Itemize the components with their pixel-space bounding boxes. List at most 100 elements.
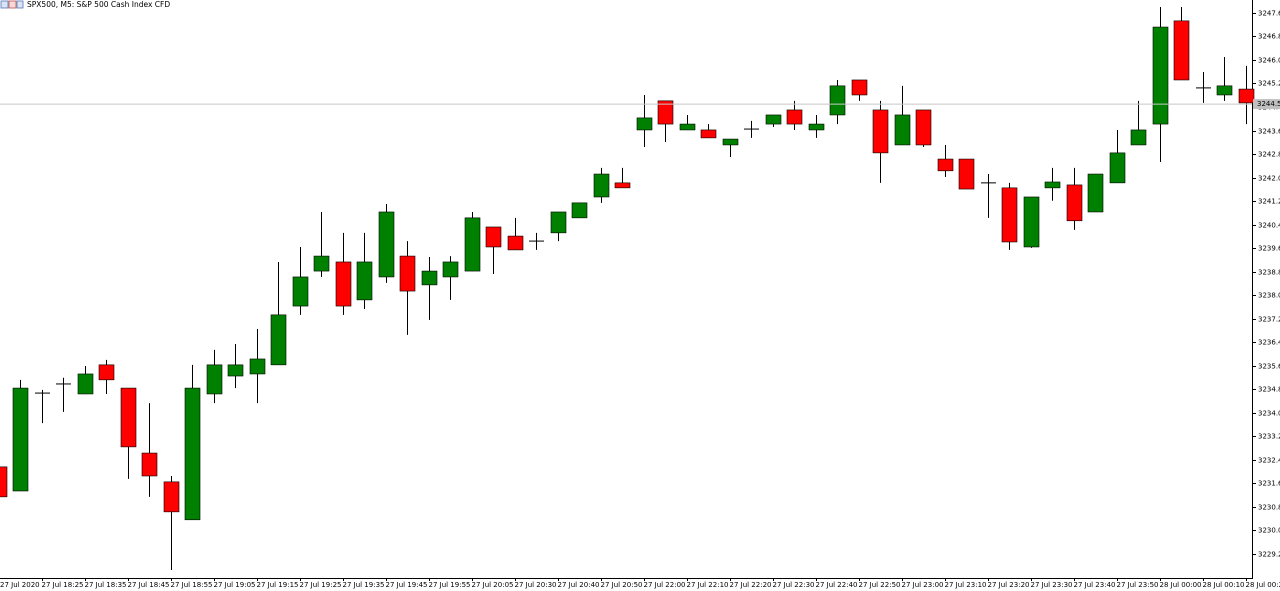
candle-body	[1152, 26, 1169, 125]
candle-body	[937, 158, 954, 172]
x-tick-label: 27 Jul 20:30	[515, 581, 557, 589]
candle-body	[958, 158, 975, 190]
x-tick-label: 27 Jul 23:10	[945, 581, 987, 589]
y-tick-label: 3242.8	[1258, 151, 1280, 159]
x-tick-label: 27 Jul 23:00	[902, 581, 944, 589]
chart-icon	[0, 0, 24, 9]
candle-body	[550, 211, 567, 234]
x-tick-label: 27 Jul 22:20	[730, 581, 772, 589]
candle-body	[378, 211, 395, 278]
x-tick-label: 27 Jul 18:35	[85, 581, 127, 589]
candle-body	[894, 114, 911, 146]
y-tick-label: 3230.8	[1258, 504, 1280, 512]
candle-body	[0, 466, 8, 498]
y-tick-label: 3246.0	[1258, 57, 1280, 65]
x-tick-label: 27 Jul 23:20	[988, 581, 1030, 589]
x-tick-label: 28 Jul 00:00	[1160, 581, 1202, 589]
x-tick-label: 27 Jul 19:45	[386, 581, 428, 589]
price-label-box	[1253, 99, 1280, 110]
y-tick-label: 3237.2	[1258, 316, 1280, 324]
x-tick-label: 27 Jul 18:55	[171, 581, 213, 589]
candle-body	[765, 114, 782, 125]
candle-body	[808, 123, 825, 131]
candle-body	[249, 358, 266, 375]
x-tick-label: 27 Jul 19:35	[343, 581, 385, 589]
candle-body	[700, 129, 717, 139]
candle-body	[442, 261, 459, 278]
candle-body	[77, 373, 94, 395]
y-tick-label: 3230.0	[1258, 527, 1280, 535]
y-tick-label: 3229.2	[1258, 551, 1280, 559]
x-tick-label: 27 Jul 18:45	[128, 581, 170, 589]
candle-body	[227, 364, 244, 377]
candle-body	[12, 387, 29, 492]
y-tick-label: 3238.8	[1258, 269, 1280, 277]
candle-body	[507, 235, 524, 251]
candle-body	[1130, 129, 1147, 146]
x-tick-label: 27 Jul 23:30	[1031, 581, 1073, 589]
y-tick-label: 3234.0	[1258, 410, 1280, 418]
y-tick-label: 3236.4	[1258, 339, 1280, 347]
x-tick-label: 27 Jul 2020	[0, 581, 40, 589]
y-tick-label: 3245.2	[1258, 80, 1280, 88]
candle-body	[915, 109, 932, 146]
y-tick-label: 3240.4	[1258, 222, 1280, 230]
candle-body	[141, 452, 158, 477]
y-tick-label: 3238.0	[1258, 292, 1280, 300]
candle-body	[636, 117, 653, 131]
y-tick-label: 3241.2	[1258, 198, 1280, 206]
x-tick-label: 27 Jul 22:00	[644, 581, 686, 589]
candle-body	[593, 173, 610, 198]
candle-body	[421, 270, 438, 286]
candle-body	[829, 85, 846, 116]
candle-body	[722, 138, 739, 146]
x-tick-label: 27 Jul 23:50	[1117, 581, 1159, 589]
y-tick-label: 3234.8	[1258, 386, 1280, 394]
x-tick-label: 27 Jul 18:25	[42, 581, 84, 589]
candle-body	[679, 123, 696, 131]
candle-body	[1238, 88, 1255, 104]
candle-body	[184, 387, 201, 521]
y-tick-label: 3246.8	[1258, 33, 1280, 41]
candle-body	[1216, 85, 1233, 96]
y-tick-label: 3243.6	[1258, 128, 1280, 136]
x-tick-label: 27 Jul 19:25	[300, 581, 342, 589]
y-tick-label: 3232.4	[1258, 457, 1280, 465]
candle-body	[614, 182, 631, 189]
candle-body	[206, 364, 223, 395]
candle-body	[1087, 173, 1104, 213]
candle-body	[657, 100, 674, 125]
x-tick-label: 28 Jul 00:10	[1203, 581, 1245, 589]
x-tick-label: 27 Jul 19:15	[257, 581, 299, 589]
x-tick-label: 27 Jul 22:10	[687, 581, 729, 589]
y-tick-label: 3231.6	[1258, 480, 1280, 488]
chart-title: SPX500, M5: S&P 500 Cash Index CFD	[27, 0, 170, 9]
candle-body	[98, 364, 115, 381]
x-tick-label: 27 Jul 19:05	[214, 581, 256, 589]
candle-body	[571, 202, 588, 219]
candle-body	[356, 261, 373, 301]
x-tick-label: 27 Jul 19:55	[429, 581, 471, 589]
price-label: 3244.5	[1257, 100, 1280, 108]
candle-body	[1109, 152, 1126, 184]
candle-body	[399, 255, 416, 292]
candle-body	[1044, 181, 1061, 189]
candle-body	[872, 109, 889, 154]
candle-body	[1066, 184, 1083, 222]
x-tick-label: 27 Jul 22:30	[773, 581, 815, 589]
y-tick-label: 3242.0	[1258, 175, 1280, 183]
candle-body	[786, 109, 803, 125]
candle-body	[1173, 20, 1190, 81]
candle-body	[1023, 196, 1040, 248]
candle-body	[851, 79, 868, 96]
candle-body	[1001, 187, 1018, 243]
candle-body	[464, 217, 481, 272]
x-tick-label: 28 Jul 00:20	[1246, 581, 1280, 589]
candle-body	[335, 261, 352, 307]
x-tick-label: 27 Jul 22:40	[816, 581, 858, 589]
candle-body	[270, 314, 287, 366]
y-tick-label: 3239.6	[1258, 245, 1280, 253]
y-tick-label: 3235.6	[1258, 363, 1280, 371]
